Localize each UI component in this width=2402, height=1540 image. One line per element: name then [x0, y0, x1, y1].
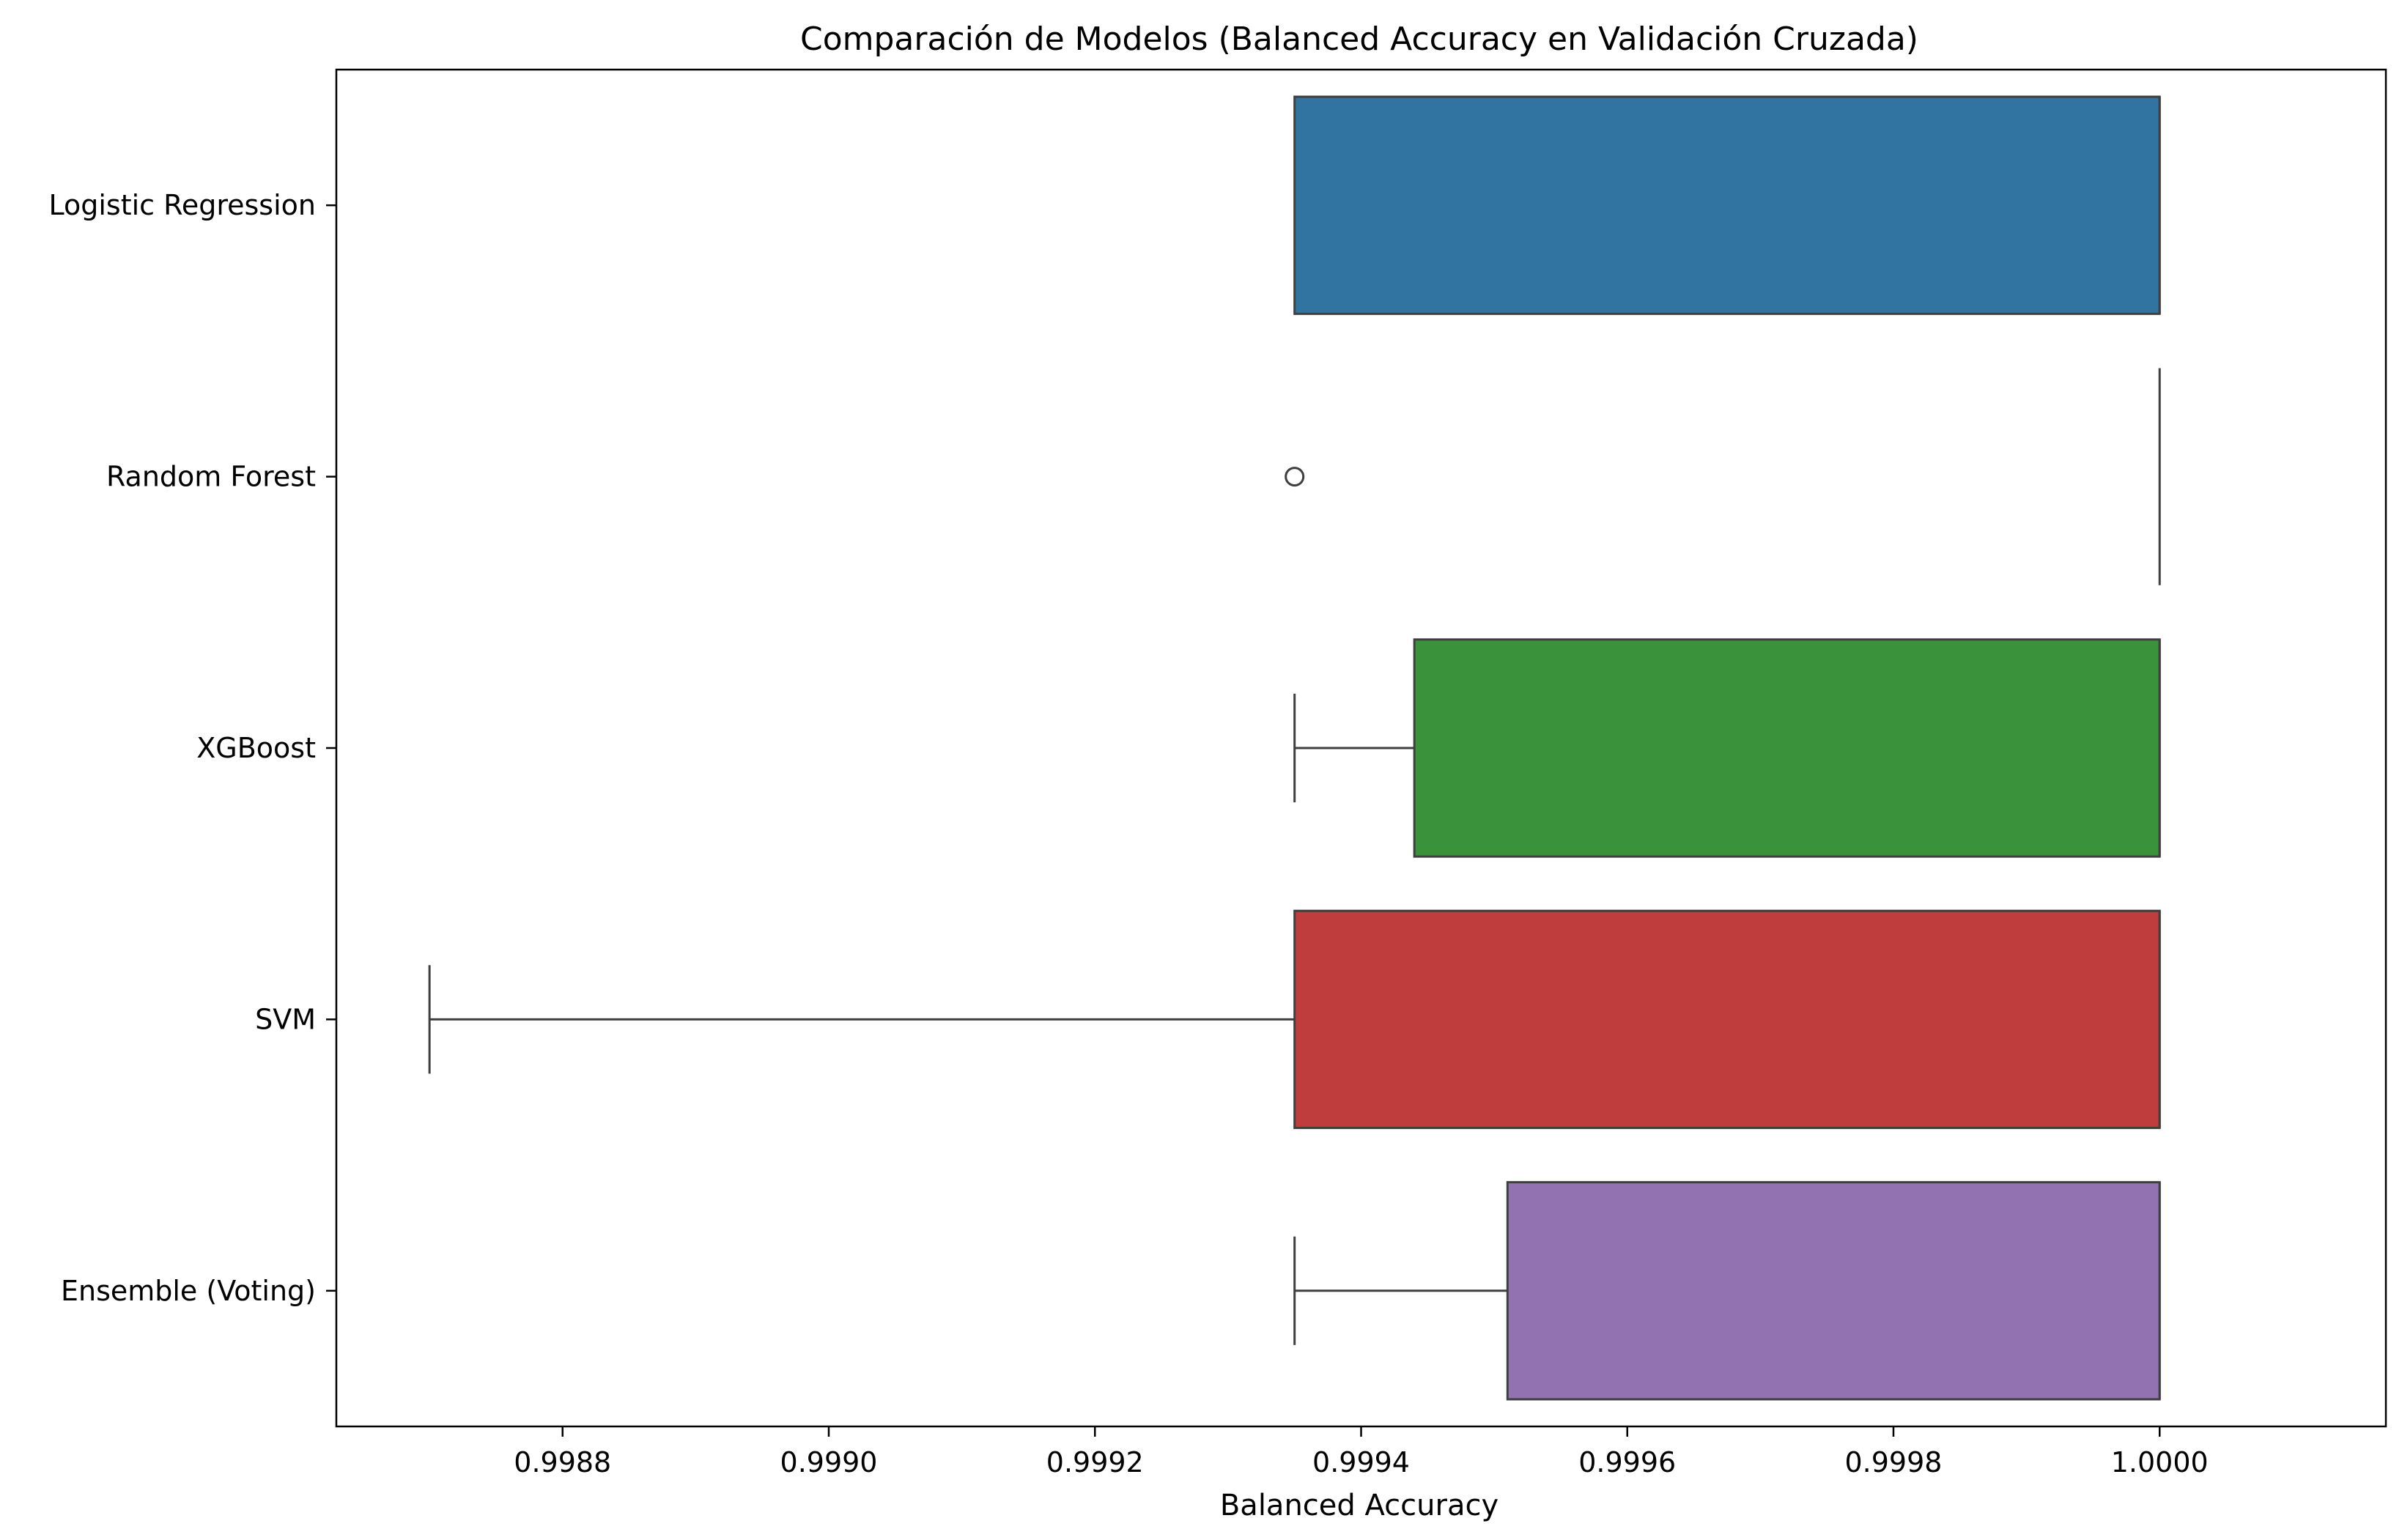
box-group-random-forest	[1285, 368, 2161, 585]
x-tick-label: 0.9994	[1312, 1446, 1410, 1478]
y-tick-label: XGBoost	[196, 732, 316, 764]
x-tick-label: 0.9990	[780, 1446, 878, 1478]
box-group-ensemble-voting	[1293, 1181, 2161, 1401]
outlier-point	[1285, 467, 1305, 487]
x-axis-label: Balanced Accuracy	[1220, 1489, 1499, 1522]
box-iqr	[1413, 638, 2161, 858]
y-tick-label: Ensemble (Voting)	[61, 1275, 316, 1307]
y-tick-label: Logistic Regression	[48, 189, 316, 221]
x-tick-label: 0.9998	[1845, 1446, 1943, 1478]
box-group-svm	[428, 909, 2161, 1130]
box-iqr	[1293, 909, 2161, 1130]
boxes-layer	[428, 95, 2161, 1401]
y-tick-label: Random Forest	[106, 461, 316, 493]
box-iqr	[1293, 95, 2161, 315]
plot-area-frame	[335, 68, 2387, 1428]
x-tick-label: 1.0000	[2111, 1446, 2209, 1478]
box-iqr	[1506, 1181, 2161, 1401]
x-tick-label: 0.9992	[1046, 1446, 1144, 1478]
x-tick-label: 0.9996	[1578, 1446, 1676, 1478]
box-group-xgboost	[1293, 638, 2161, 858]
x-tick-label: 0.9988	[514, 1446, 611, 1478]
chart-title: Comparación de Modelos (Balanced Accurac…	[800, 21, 1918, 58]
y-tick-label: SVM	[255, 1003, 316, 1035]
x-axis: 0.9988 0.9990 0.9992 0.9994 0.9996 0.9998 1.00…	[514, 1426, 2209, 1478]
y-axis: Logistic Regression Random Forest XGBoost S…	[48, 189, 336, 1307]
box-group-logistic-regression	[1293, 95, 2161, 315]
